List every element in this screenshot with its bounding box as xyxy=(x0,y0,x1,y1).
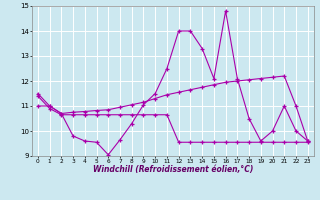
X-axis label: Windchill (Refroidissement éolien,°C): Windchill (Refroidissement éolien,°C) xyxy=(92,165,253,174)
